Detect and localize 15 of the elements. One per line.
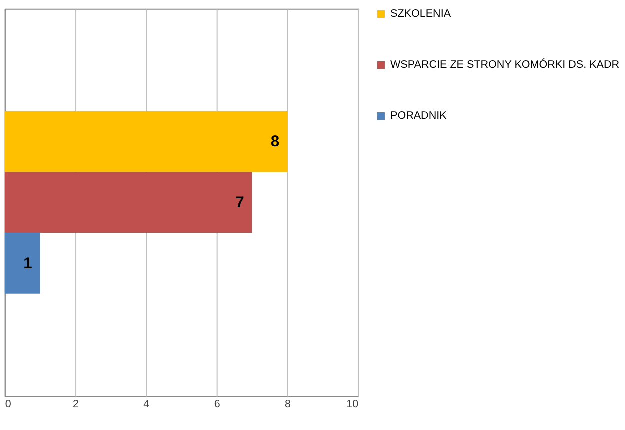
x-tick-label: 6: [214, 398, 220, 411]
bar: [4, 233, 40, 294]
bar: [4, 111, 288, 172]
x-tick-label: 10: [346, 398, 359, 411]
x-tick-label: 2: [73, 398, 80, 411]
legend-label: PORADNIK: [390, 110, 448, 122]
bar: [4, 172, 252, 234]
legend-label: WSPARCIE ZE STRONY KOMÓRKI DS. KADR: [390, 58, 620, 72]
data-label: 8: [270, 134, 280, 151]
data-label: 7: [236, 194, 245, 212]
data-label: 1: [24, 255, 33, 272]
x-tick-label: 4: [144, 398, 150, 411]
x-tick-label: 8: [284, 398, 291, 411]
legend-label: SZKOLENIA: [390, 8, 452, 20]
x-tick-label: 0: [5, 398, 12, 411]
